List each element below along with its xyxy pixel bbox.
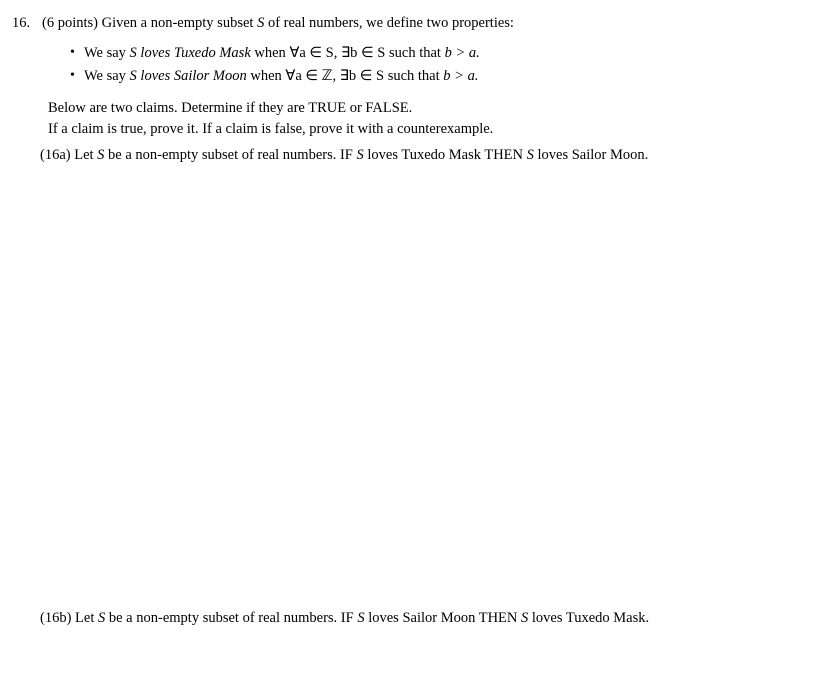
part-a-lead: Let (74, 147, 93, 163)
sailor-forall: ∀a ∈ ℤ, (285, 68, 336, 84)
part-a-tm: loves Tuxedo Mask THEN (367, 147, 523, 163)
part-b-label: (16b) (40, 610, 71, 626)
sailor-when: when (250, 68, 281, 84)
instruction-line-1: Below are two claims. Determine if they … (48, 99, 808, 119)
part-16a: (16a) Let S be a non-empty subset of rea… (40, 146, 808, 166)
points: (6 points) (42, 15, 98, 31)
sailor-such-that: such that (388, 68, 440, 84)
part-a-S1: S (97, 147, 104, 163)
question-number: 16. (12, 14, 30, 34)
property-list: We say S loves Tuxedo Mask when ∀a ∈ S, … (70, 44, 808, 87)
part-b-S3: S (521, 610, 528, 626)
property-sailor: We say S loves Sailor Moon when ∀a ∈ ℤ, … (70, 67, 808, 87)
tuxedo-when: when (254, 45, 285, 61)
page: 16. (6 points) Given a non-empty subset … (0, 0, 826, 673)
part-a-S2: S (357, 147, 364, 163)
intro-text-1: Given a non-empty subset (102, 15, 254, 31)
part-b-sm: loves Sailor Moon THEN (368, 610, 517, 626)
part-a-S3: S (527, 147, 534, 163)
sailor-exists: ∃b ∈ S (340, 68, 384, 84)
tuxedo-cond: b > a. (445, 45, 480, 61)
part-b-S2: S (357, 610, 364, 626)
tuxedo-exists: ∃b ∈ S (341, 45, 385, 61)
intro-text-2: of real numbers, we define two propertie… (268, 15, 514, 31)
tuxedo-loves: loves Tuxedo Mask (140, 45, 250, 61)
sailor-S: S (130, 68, 137, 84)
part-a-label: (16a) (40, 147, 71, 163)
tuxedo-forall: ∀a ∈ S, (289, 45, 337, 61)
part-b-lead: Let (75, 610, 94, 626)
sailor-prefix: We say (84, 68, 126, 84)
tuxedo-S: S (130, 45, 137, 61)
part-b-tm: loves Tuxedo Mask. (532, 610, 649, 626)
part-b-mid: be a non-empty subset of real numbers. I… (109, 610, 354, 626)
instruction-line-2: If a claim is true, prove it. If a claim… (48, 120, 808, 140)
sailor-loves: loves Sailor Moon (140, 68, 246, 84)
part-16b: (16b) Let S be a non-empty subset of rea… (40, 609, 649, 629)
set-S: S (257, 15, 264, 31)
part-a-sm: loves Sailor Moon. (538, 147, 649, 163)
tuxedo-such-that: such that (389, 45, 441, 61)
part-a-mid: be a non-empty subset of real numbers. I… (108, 147, 353, 163)
part-b-S1: S (98, 610, 105, 626)
sailor-cond: b > a. (443, 68, 478, 84)
question-intro-line: (6 points) Given a non-empty subset S of… (42, 14, 808, 34)
property-tuxedo: We say S loves Tuxedo Mask when ∀a ∈ S, … (70, 44, 808, 64)
tuxedo-prefix: We say (84, 45, 126, 61)
